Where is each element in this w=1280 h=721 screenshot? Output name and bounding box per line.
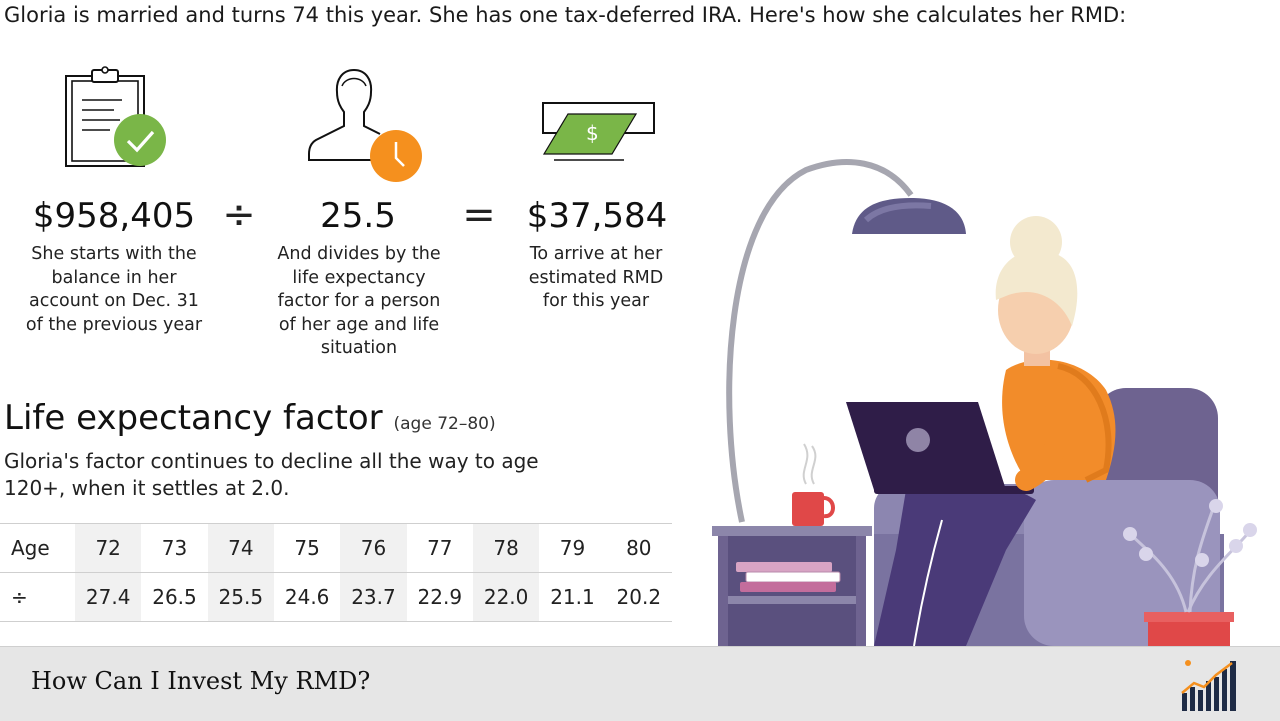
factor-caption: And divides by the life expectancy facto… [277,244,441,358]
balance-value: $958,405 [32,196,196,236]
section-title: Life expectancy factor (age 72–80) [4,398,496,438]
row-label-divide: ÷ [0,572,75,622]
table-cell: 75 [273,523,341,573]
table-cell: 20.2 [605,572,672,622]
table-cell: 26.5 [141,572,208,622]
table-row: Age 72 73 74 75 76 77 78 79 80 [0,523,672,573]
svg-text:$: $ [586,121,599,145]
table-cell: 72 [75,523,142,573]
factor-value: 25.5 [320,196,396,236]
section-title-text: Life expectancy factor [4,398,383,438]
table-cell: 80 [605,523,672,573]
equals-symbol: = [462,192,496,238]
table-cell: 79 [539,523,606,573]
table-cell: 24.6 [273,572,341,622]
rmd-value: $37,584 [526,196,668,236]
rmd-caption: To arrive at her estimated RMD for this … [528,244,664,311]
table-cell: 25.5 [207,572,274,622]
table-cell: 77 [406,523,473,573]
table-cell: 22.9 [406,572,473,622]
section-subtitle: (age 72–80) [393,414,496,434]
balance-caption: She starts with the balance in her accou… [25,244,203,335]
table-cell: 73 [141,523,208,573]
table-cell: 78 [472,523,540,573]
woman-laptop-illustration [706,150,1266,650]
section-description: Gloria's factor continues to decline all… [4,449,539,500]
table-cell: 74 [207,523,274,573]
table-cell: 27.4 [75,572,142,622]
intro-text: Gloria is married and turns 74 this year… [4,3,1127,27]
table-row: ÷ 27.4 26.5 25.5 24.6 23.7 22.9 22.0 21.… [0,572,672,622]
table-cell: 76 [340,523,407,573]
row-label-age: Age [0,523,75,573]
footer-title: How Can I Invest My RMD? [31,667,371,695]
person-clock-icon [306,66,426,190]
table-cell: 23.7 [340,572,407,622]
divide-symbol: ÷ [222,192,256,238]
footer-bar: How Can I Invest My RMD? [0,646,1280,721]
table-cell: 22.0 [472,572,540,622]
growth-chart-logo-icon [1180,657,1240,717]
clipboard-check-icon [62,64,172,174]
money-icon: $ [540,100,660,174]
table-cell: 21.1 [539,572,606,622]
life-expectancy-table: Age 72 73 74 75 76 77 78 79 80 ÷ 27.4 26… [0,523,672,622]
